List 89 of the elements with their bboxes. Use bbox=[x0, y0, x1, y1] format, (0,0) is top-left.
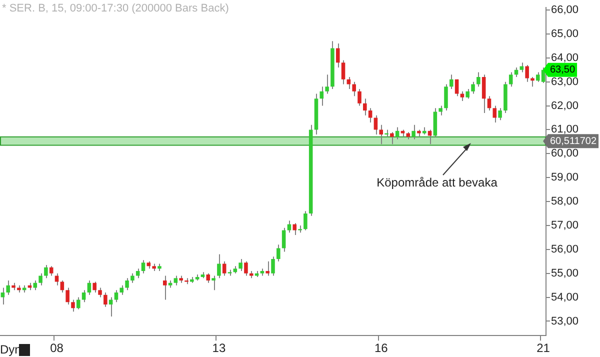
y-tick-label: 62,00 bbox=[551, 100, 579, 112]
candlestick bbox=[162, 275, 167, 300]
candlestick bbox=[66, 287, 70, 305]
candlestick bbox=[444, 84, 448, 112]
candlestick bbox=[476, 72, 480, 88]
candlestick bbox=[363, 98, 367, 116]
y-tick-label: 56,00 bbox=[551, 243, 579, 256]
candlestick bbox=[352, 81, 356, 97]
y-tick-label: 54,00 bbox=[551, 291, 579, 304]
y-tick-label: 59,00 bbox=[551, 172, 579, 184]
candlestick bbox=[271, 256, 275, 276]
y-tick-label: 55,00 bbox=[551, 267, 579, 280]
candlestick bbox=[130, 272, 134, 284]
candlestick bbox=[498, 108, 502, 121]
candlestick bbox=[108, 296, 113, 317]
candlestick bbox=[174, 275, 178, 286]
candlestick bbox=[487, 96, 492, 112]
candlestick bbox=[92, 281, 96, 294]
candlestick bbox=[217, 254, 221, 279]
candlestick bbox=[38, 272, 42, 286]
candlestick bbox=[336, 43, 340, 68]
candlestick bbox=[76, 296, 80, 310]
candlestick bbox=[60, 280, 64, 294]
candlestick bbox=[212, 275, 216, 291]
y-tick-label: 66,00 bbox=[551, 4, 579, 16]
chart-title: * SER. B, 15, 09:00-17:30 (200000 Bars Back) bbox=[2, 2, 229, 15]
candlestick bbox=[460, 90, 464, 102]
candlestick bbox=[471, 81, 475, 94]
candlestick bbox=[287, 220, 292, 234]
candlestick bbox=[71, 299, 75, 312]
candlestick bbox=[222, 260, 226, 276]
candlestick bbox=[98, 287, 102, 298]
candlestick bbox=[114, 290, 118, 303]
candlestick bbox=[358, 88, 362, 106]
candlestick bbox=[238, 258, 242, 272]
candlestick bbox=[282, 227, 286, 252]
candlestick bbox=[374, 114, 378, 135]
candlestick bbox=[325, 74, 329, 94]
candlestick bbox=[438, 105, 442, 116]
candlestick bbox=[0, 287, 5, 305]
x-tick-label: 21 bbox=[536, 341, 550, 356]
annotation: Köpområde att bevaka bbox=[376, 175, 498, 190]
candlestick bbox=[530, 76, 534, 88]
y-tick-label: 53,00 bbox=[551, 315, 579, 328]
candlestick bbox=[368, 108, 372, 124]
x-tick-label: 08 bbox=[50, 341, 64, 356]
candlestick bbox=[141, 260, 146, 274]
candlestick bbox=[395, 126, 400, 140]
candlestick bbox=[292, 222, 297, 236]
y-tick-label: 61,00 bbox=[551, 124, 579, 136]
candlestick bbox=[379, 124, 384, 145]
candlestick bbox=[125, 278, 129, 291]
candlestick bbox=[33, 280, 38, 291]
x-tick-label: 16 bbox=[374, 341, 388, 356]
candlestick bbox=[120, 284, 124, 296]
candlestick bbox=[6, 280, 10, 296]
candlestick bbox=[320, 86, 324, 106]
candlestick bbox=[525, 64, 529, 82]
candlestick bbox=[44, 264, 48, 279]
candlestick bbox=[304, 210, 308, 231]
candlestick bbox=[508, 72, 513, 88]
candlestick bbox=[492, 105, 497, 124]
candlestick bbox=[244, 260, 248, 276]
x-tick-label: 13 bbox=[212, 341, 226, 356]
y-tick-label: 64,00 bbox=[551, 52, 579, 64]
candlestick bbox=[454, 78, 459, 97]
candlestick bbox=[276, 244, 280, 262]
candlestick bbox=[87, 280, 92, 296]
candlestick bbox=[49, 266, 54, 276]
candlestick bbox=[412, 124, 416, 140]
candlestick bbox=[450, 74, 454, 90]
candlestick bbox=[54, 272, 59, 286]
candlestick bbox=[82, 290, 86, 303]
candlestick bbox=[466, 88, 470, 100]
band-label: 60,511702 bbox=[550, 136, 597, 147]
y-tick-label: 60,00 bbox=[551, 148, 579, 160]
candlestick bbox=[390, 132, 394, 145]
candlestick bbox=[433, 108, 438, 138]
y-tick-label: 57,00 bbox=[551, 220, 579, 232]
candlestick bbox=[206, 272, 210, 284]
candlestick bbox=[520, 62, 524, 73]
y-tick-label: 58,00 bbox=[551, 196, 579, 208]
y-tick-label: 63,00 bbox=[551, 76, 579, 88]
annotation: 63,50 bbox=[550, 64, 576, 76]
y-tick-label: 65,00 bbox=[551, 28, 579, 40]
candlestick bbox=[482, 74, 486, 114]
candlestick bbox=[104, 292, 108, 308]
candlestick bbox=[341, 60, 346, 85]
candlestick bbox=[266, 260, 270, 276]
